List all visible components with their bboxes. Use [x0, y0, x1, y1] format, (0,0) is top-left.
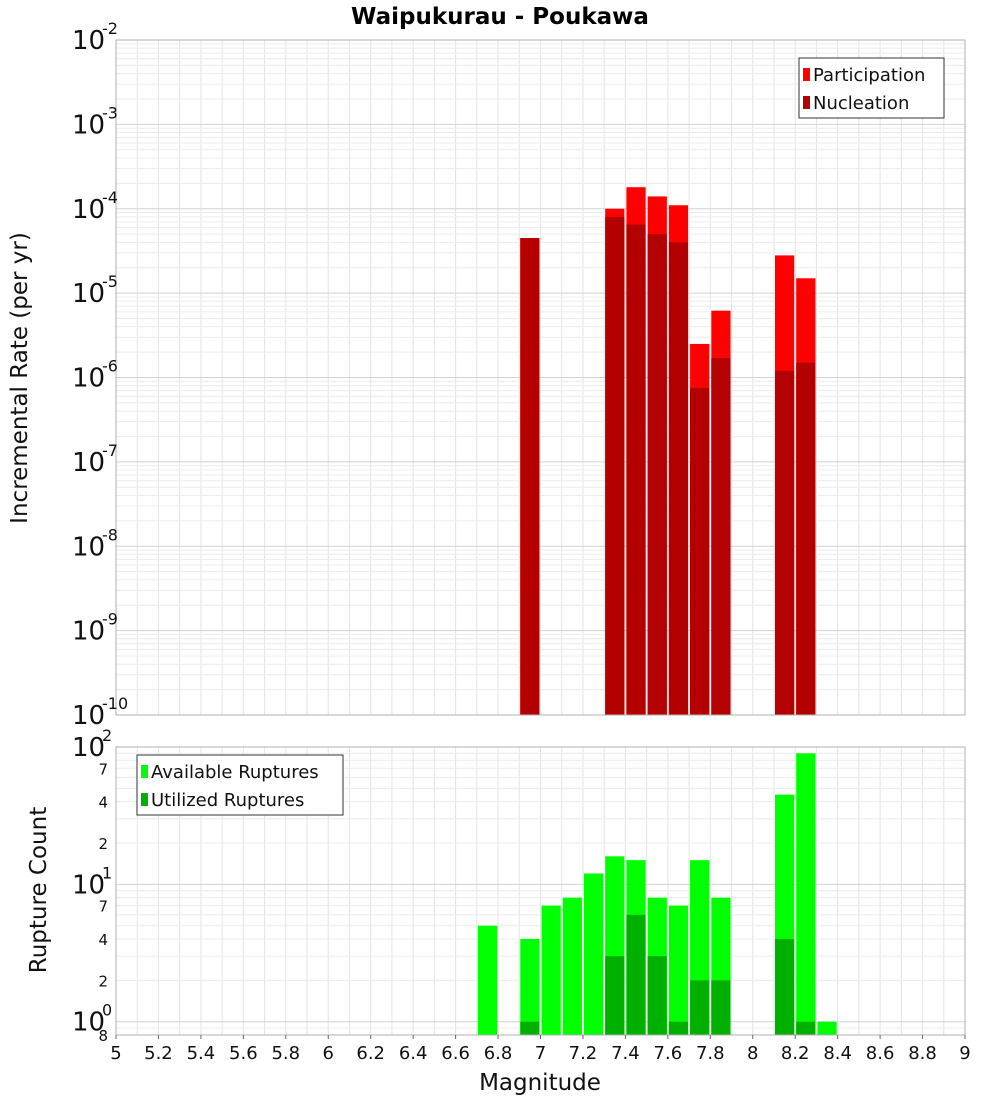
y-tick-label: 2	[98, 835, 108, 853]
bar-utilized-ruptures	[774, 939, 795, 1035]
legend-label: Nucleation	[813, 93, 909, 114]
y-tick-label: 7	[98, 898, 108, 916]
y-tick-label: 10	[72, 701, 105, 731]
x-tick-label: 6	[323, 1043, 334, 1064]
bar-nucleation	[711, 358, 731, 715]
bar-available-ruptures	[520, 939, 540, 1035]
y-tick-label: 8	[98, 1027, 108, 1045]
y-tick-exponent: -9	[102, 610, 118, 629]
y-tick-exponent: -5	[102, 272, 118, 291]
y-tick-exponent: 0	[102, 1001, 112, 1020]
x-tick-label: 6.2	[356, 1043, 385, 1064]
bar-utilized-ruptures	[626, 914, 646, 1035]
bar-nucleation	[690, 388, 710, 715]
x-tick-label: 8	[747, 1043, 758, 1064]
legend-label: Participation	[813, 65, 925, 86]
x-tick-label: 5	[110, 1043, 121, 1064]
y-tick-exponent: -7	[102, 441, 118, 460]
y-tick-exponent: -4	[102, 188, 118, 207]
x-tick-label: 7	[535, 1043, 546, 1064]
x-tick-label: 8.8	[908, 1043, 937, 1064]
legend-box	[798, 57, 945, 119]
bar-nucleation	[647, 234, 667, 715]
top-plot-area: ParticipationNucleation10-1010-910-810-7…	[72, 19, 966, 731]
x-tick-label: 6.4	[399, 1043, 428, 1064]
y-tick-exponent: -10	[102, 694, 128, 713]
y-tick-label: 10	[72, 110, 105, 140]
bar-available-ruptures	[562, 897, 582, 1035]
x-tick-label: 8.4	[823, 1043, 852, 1064]
legend-label: Utilized Ruptures	[151, 790, 304, 811]
bar-available-ruptures	[541, 905, 561, 1035]
legend: Available Ruptures Utilized Ruptures	[136, 754, 344, 816]
legend-swatch	[141, 765, 148, 778]
bar-utilized-ruptures	[796, 1021, 816, 1035]
y-tick-label: 4	[98, 931, 108, 949]
chart-title: Waipukurau - Poukawa	[351, 4, 649, 30]
x-tick-label: 5.8	[271, 1043, 300, 1064]
legend-label: Available Ruptures	[151, 762, 319, 783]
y-tick-label: 10	[72, 195, 105, 225]
x-tick-label: 5.4	[187, 1043, 216, 1064]
legend-swatch	[803, 68, 810, 81]
x-tick-label: 8.2	[781, 1043, 810, 1064]
x-tick-label: 5.6	[229, 1043, 258, 1064]
y-tick-label: 10	[72, 1008, 105, 1038]
bar-nucleation	[668, 242, 689, 716]
legend-swatch	[141, 793, 148, 806]
x-tick-label: 7.4	[611, 1043, 640, 1064]
y-tick-label: 10	[72, 364, 105, 394]
y-tick-exponent: -8	[102, 525, 118, 544]
x-tick-label: 6.6	[441, 1043, 470, 1064]
y-tick-label: 10	[72, 448, 105, 478]
bar-utilized-ruptures	[520, 1021, 540, 1035]
y-tick-exponent: 1	[102, 863, 112, 882]
legend-box	[136, 754, 344, 816]
y-tick-exponent: -6	[102, 357, 118, 376]
y-tick-exponent: -3	[102, 103, 118, 122]
x-tick-label: 7.6	[654, 1043, 683, 1064]
bar-available-ruptures	[477, 925, 498, 1035]
bar-nucleation	[774, 370, 795, 715]
y-tick-label: 7	[98, 760, 108, 778]
x-tick-label: 6.8	[484, 1043, 513, 1064]
bar-utilized-ruptures	[711, 980, 731, 1035]
bar-available-ruptures	[796, 753, 816, 1035]
bar-nucleation	[605, 216, 625, 715]
bar-utilized-ruptures	[647, 956, 667, 1035]
top-y-axis-label: Incremental Rate (per yr)	[7, 232, 33, 524]
y-tick-label: 10	[72, 532, 105, 562]
legend: Participation Nucleation	[798, 57, 945, 119]
y-tick-label: 10	[72, 279, 105, 309]
x-tick-label: 5.2	[144, 1043, 173, 1064]
x-tick-label: 7.8	[696, 1043, 725, 1064]
bar-nucleation	[796, 362, 816, 715]
bar-nucleation	[520, 238, 540, 715]
y-tick-label: 2	[98, 972, 108, 990]
x-axis-label: Magnitude	[479, 1070, 601, 1096]
x-tick-label: 7.2	[569, 1043, 598, 1064]
bar-available-ruptures	[668, 905, 689, 1035]
y-tick-exponent: 2	[102, 726, 112, 745]
y-tick-label: 10	[72, 26, 105, 56]
x-tick-label: 9	[959, 1043, 970, 1064]
x-tick-label: 8.6	[866, 1043, 895, 1064]
bar-available-ruptures	[817, 1021, 837, 1035]
y-tick-label: 10	[72, 870, 105, 900]
bar-nucleation	[626, 224, 646, 715]
bar-available-ruptures	[583, 873, 604, 1035]
bar-utilized-ruptures	[605, 956, 625, 1035]
y-tick-label: 10	[72, 617, 105, 647]
y-tick-label: 4	[98, 794, 108, 812]
legend-swatch	[803, 96, 810, 109]
bar-utilized-ruptures	[690, 980, 710, 1035]
plot-frame	[115, 39, 966, 716]
bar-utilized-ruptures	[668, 1021, 689, 1035]
y-tick-label: 10	[72, 733, 105, 763]
y-tick-exponent: -2	[102, 19, 118, 38]
bottom-y-axis-label: Rupture Count	[26, 807, 52, 973]
